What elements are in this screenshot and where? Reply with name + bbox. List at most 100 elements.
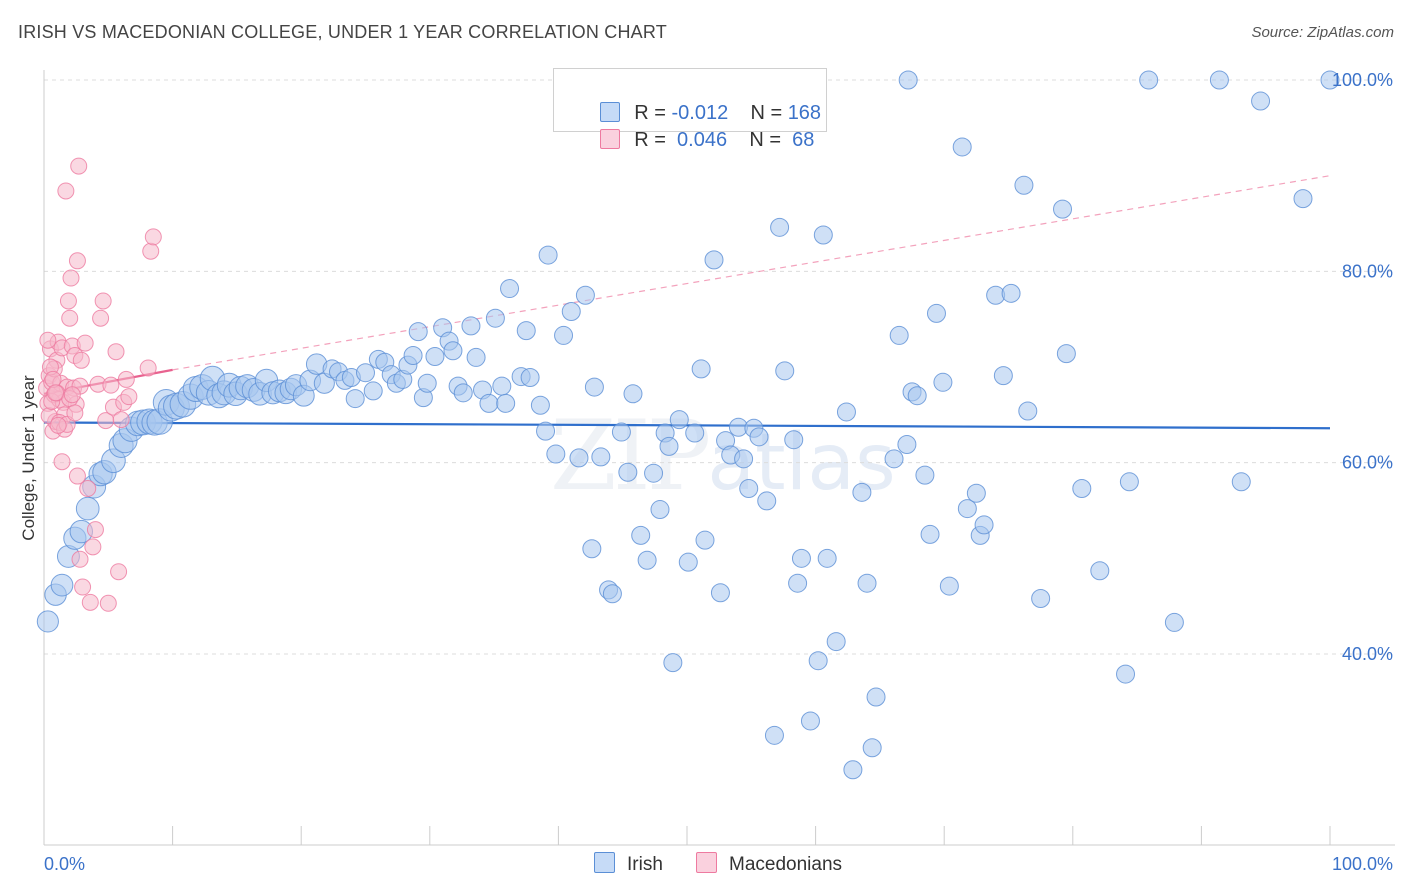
point-irish	[813, 225, 833, 245]
point-irish	[623, 384, 643, 404]
point-irish	[403, 346, 423, 366]
point-macedonians	[110, 563, 128, 581]
point-irish	[479, 393, 499, 413]
point-irish	[669, 410, 689, 430]
legend-r-value: 0.046	[677, 129, 728, 151]
point-irish	[425, 346, 445, 366]
point-irish	[691, 359, 711, 379]
legend-r-label: R =	[634, 102, 666, 124]
point-macedonians	[84, 538, 102, 556]
series-label-irish: Irish	[627, 854, 663, 875]
point-irish	[920, 524, 940, 544]
point-macedonians	[120, 388, 138, 406]
point-irish	[1053, 199, 1073, 219]
point-macedonians	[61, 309, 79, 327]
point-irish	[808, 651, 828, 671]
point-irish	[952, 137, 972, 157]
point-irish	[857, 573, 877, 593]
point-irish	[889, 325, 909, 345]
point-irish	[907, 386, 927, 406]
point-irish	[933, 372, 953, 392]
point-macedonians	[99, 594, 117, 612]
point-macedonians	[39, 331, 57, 349]
point-irish	[704, 250, 724, 270]
point-irish	[791, 548, 811, 568]
y-tick-label: 80.0%	[1342, 261, 1393, 281]
point-irish	[974, 515, 994, 535]
legend-swatch-macedonians	[600, 129, 621, 149]
point-irish	[644, 463, 664, 483]
point-irish	[485, 308, 505, 328]
point-macedonians	[144, 228, 162, 246]
legend-row-irish: R = -0.012 N = 168	[578, 74, 821, 124]
point-macedonians	[68, 252, 86, 270]
point-macedonians	[92, 309, 110, 327]
point-irish	[650, 500, 670, 520]
point-irish	[685, 423, 705, 443]
point-irish	[1001, 283, 1021, 303]
point-irish	[520, 368, 540, 388]
series-legend: Irish Macedonians	[0, 852, 1406, 878]
point-irish	[1164, 612, 1184, 632]
point-irish	[734, 449, 754, 469]
point-irish	[866, 687, 886, 707]
point-irish	[659, 436, 679, 456]
point-irish	[966, 483, 986, 503]
point-irish	[1320, 70, 1340, 90]
point-macedonians	[142, 242, 160, 260]
point-irish	[584, 377, 604, 397]
point-irish	[561, 302, 581, 322]
point-irish	[939, 576, 959, 596]
point-irish	[1116, 664, 1136, 684]
point-irish	[536, 421, 556, 441]
point-irish	[770, 217, 790, 237]
series-legend-irish: Irish	[594, 852, 663, 878]
point-irish	[417, 373, 437, 393]
point-irish	[345, 389, 365, 409]
point-irish	[836, 402, 856, 422]
point-irish	[897, 434, 917, 454]
point-irish	[784, 430, 804, 450]
legend-n-value: 68	[792, 129, 815, 151]
series-swatch-irish	[594, 852, 615, 873]
axes	[43, 70, 1395, 846]
point-macedonians	[66, 404, 84, 422]
grid-lines	[44, 79, 1395, 655]
point-irish	[466, 347, 486, 367]
y-tick-label: 40.0%	[1342, 644, 1393, 664]
point-irish	[926, 303, 946, 323]
point-irish	[757, 491, 777, 511]
point-irish	[788, 573, 808, 593]
point-irish	[36, 610, 59, 633]
point-macedonians	[139, 359, 157, 377]
point-irish	[898, 70, 918, 90]
point-irish	[1231, 472, 1251, 492]
point-macedonians	[53, 453, 71, 471]
point-irish	[492, 376, 512, 396]
point-macedonians	[70, 157, 88, 175]
point-irish	[530, 395, 550, 415]
point-irish	[1056, 344, 1076, 364]
legend-row-macedonians: R = 0.046 N = 68	[578, 101, 814, 151]
point-irish	[618, 462, 638, 482]
point-macedonians	[76, 334, 94, 352]
y-axis-label: College, Under 1 year	[19, 375, 38, 541]
point-macedonians	[47, 384, 65, 402]
y-tick-label: 100.0%	[1332, 70, 1393, 90]
series-legend-macedonians: Macedonians	[696, 852, 842, 878]
point-irish	[575, 285, 595, 305]
point-irish	[356, 363, 375, 383]
point-macedonians	[59, 292, 77, 310]
point-irish	[993, 366, 1013, 386]
y-tick-label: 60.0%	[1342, 453, 1393, 473]
point-irish	[1018, 401, 1038, 421]
point-irish	[775, 361, 795, 381]
series-irish	[36, 70, 1340, 780]
trend-line-irish	[43, 421, 1331, 430]
point-macedonians	[112, 411, 130, 429]
point-macedonians	[49, 416, 67, 434]
point-irish	[50, 573, 74, 597]
point-macedonians	[63, 386, 81, 404]
point-macedonians	[68, 467, 86, 485]
